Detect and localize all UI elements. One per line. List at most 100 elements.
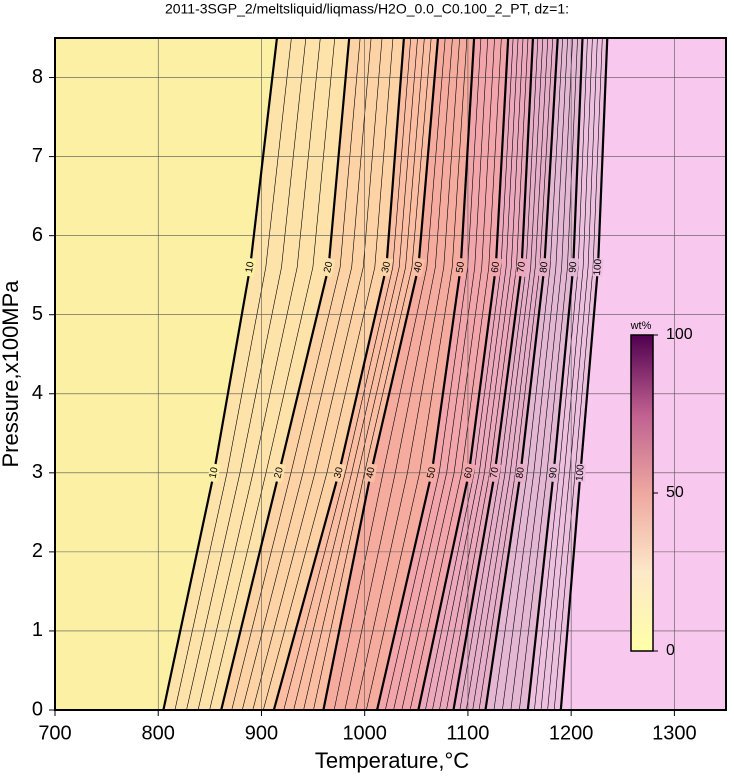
label-bg [454, 257, 467, 277]
contour-label-group: 40 [364, 463, 378, 483]
contour-line [526, 38, 584, 710]
contour-label-group: 60 [489, 257, 502, 277]
y-tick-label: 7 [32, 145, 43, 167]
contour-label-group: 90 [547, 463, 560, 483]
y-axis-label: Pressure,x100MPa [0, 280, 23, 468]
colorbar-tick-label: 100 [666, 326, 693, 343]
contour-label-group: 70 [515, 257, 528, 277]
minor-contour [439, 38, 524, 710]
minor-contour [553, 38, 603, 710]
contour-label-group: 50 [454, 257, 468, 277]
contour-label-group: 20 [321, 257, 336, 278]
label-bg [567, 257, 580, 277]
minor-contour [409, 38, 502, 710]
contour-label: 60 [463, 466, 476, 480]
y-tick-label: 4 [32, 382, 43, 404]
contour-line [376, 38, 476, 710]
x-tick-label: 900 [245, 722, 278, 744]
label-bg [489, 257, 502, 277]
minor-contour [209, 38, 336, 710]
contour-line [322, 38, 440, 710]
contour-label: 90 [548, 466, 560, 479]
contour-label: 50 [455, 261, 468, 274]
minor-contour [478, 38, 554, 710]
contour-label-group: 80 [514, 463, 527, 483]
colorbar-tick-label: 50 [666, 484, 684, 501]
colorbar [630, 334, 654, 652]
contour-label: 20 [322, 260, 335, 274]
contour-label-group: 60 [462, 462, 476, 483]
contour-line [559, 38, 609, 710]
label-bg [364, 463, 378, 483]
contour-label-group: 30 [379, 257, 394, 278]
contour-label: 70 [489, 466, 502, 479]
contour-label-group: 100 [592, 257, 604, 277]
y-tick-label: 1 [32, 619, 43, 641]
minor-contour [534, 38, 588, 710]
minor-contour [174, 38, 292, 710]
label-bg [488, 463, 502, 483]
minor-contour [283, 38, 412, 710]
contour-label: 80 [538, 261, 550, 274]
plot: 10 10 20 20 30 30 40 40 50 50 60 60 70 70 80 80 90 90 100 1… [55, 38, 726, 710]
minor-contour [263, 38, 394, 710]
contour-label-group: 50 [424, 462, 439, 483]
contour-label: 10 [208, 466, 221, 480]
contour-line [272, 38, 406, 710]
minor-contour [493, 38, 563, 710]
minor-contour [333, 38, 446, 710]
y-tick-label: 6 [32, 224, 43, 246]
y-tick-label: 2 [32, 540, 43, 562]
minor-contour [510, 38, 573, 710]
minor-contour [293, 38, 418, 710]
x-tick-label: 1300 [652, 722, 697, 744]
contour-label-group: 90 [567, 257, 580, 277]
minor-contour [425, 38, 514, 710]
contour-label: 40 [365, 466, 378, 479]
contour-label: 40 [412, 260, 425, 274]
contour-label-group: 30 [331, 462, 347, 483]
label-bg [547, 463, 560, 483]
minor-contour [241, 38, 372, 710]
contour-label-group: 80 [538, 257, 551, 277]
label-bg [272, 462, 286, 483]
x-axis-label: Temperature,°C [315, 748, 469, 773]
label-bg [321, 257, 336, 278]
y-tick-label: 0 [32, 698, 43, 720]
y-tick-label: 3 [32, 461, 43, 483]
contour-label-group: 10 [207, 462, 221, 483]
contour-label: 100 [592, 258, 604, 276]
minor-contour [355, 38, 460, 710]
minor-contour [519, 38, 578, 710]
chart-title: 2011-3SGP_2/meltsliquid/liqmass/H2O_0.0_… [165, 1, 569, 17]
contour-label: 50 [425, 466, 438, 480]
contour-label-group: 10 [243, 257, 257, 278]
colorbar-tick-label: 0 [666, 642, 675, 659]
label-bg [207, 462, 221, 483]
label-bg [379, 257, 394, 278]
contour-label: 60 [490, 261, 502, 274]
contour-label: 30 [332, 466, 346, 480]
contour-label: 30 [380, 260, 393, 274]
label-bg [424, 462, 439, 483]
contour-label-group: 100 [574, 463, 587, 483]
minor-contour [547, 38, 598, 710]
contour-label: 100 [574, 464, 586, 482]
y-tick-label: 8 [32, 66, 43, 88]
x-tick-label: 1200 [549, 722, 594, 744]
minor-contour [393, 38, 489, 710]
y-tick-label: 5 [32, 303, 43, 325]
label-bg [411, 257, 426, 278]
minor-contour [385, 38, 482, 710]
contour-label-group: 20 [272, 462, 286, 483]
x-tick-label: 1100 [446, 722, 489, 744]
contour-line [484, 38, 559, 710]
label-bg [592, 257, 604, 277]
label-bg [514, 463, 527, 483]
minor-contour [186, 38, 307, 710]
contour-line [220, 38, 351, 710]
label-bg [331, 462, 347, 483]
label-bg [538, 257, 551, 277]
label-bg [243, 257, 257, 278]
